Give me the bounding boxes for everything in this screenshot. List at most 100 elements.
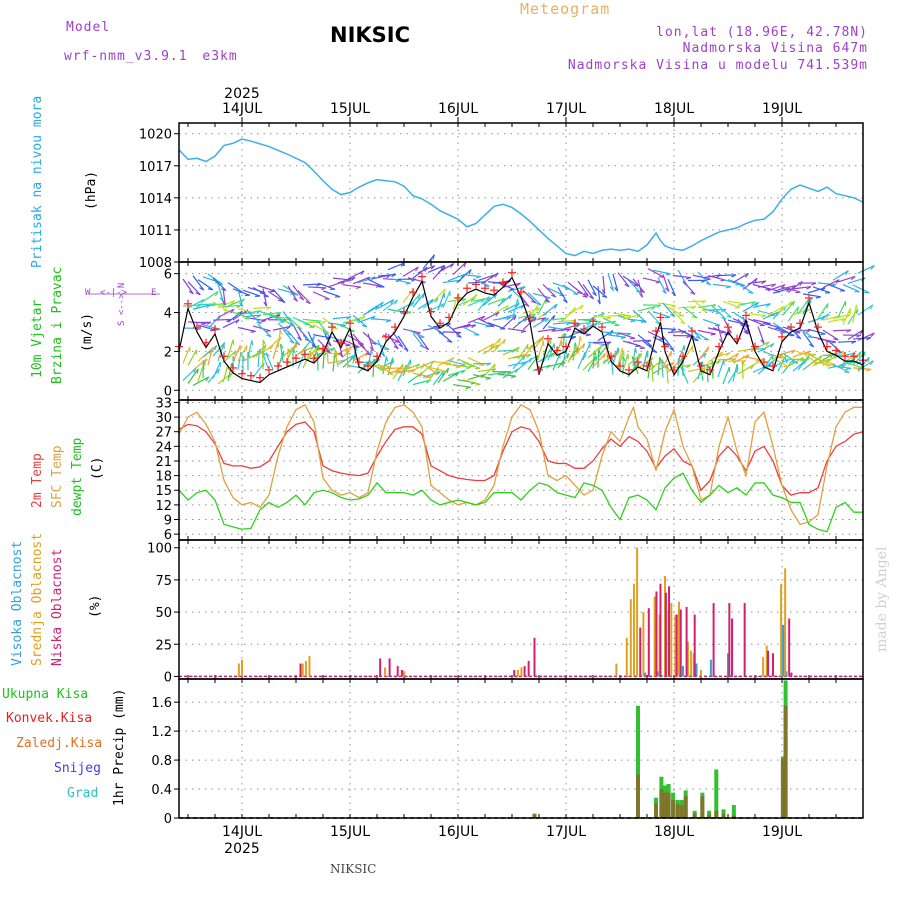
y-tick-label: 2 [164,345,172,360]
wind-arrow [222,304,241,308]
wind-arrow-head [770,343,775,348]
cloud-high-bar [656,671,659,677]
wind-arrow [527,354,540,370]
wind-arrow-head [296,326,302,330]
wind-arrow [587,345,602,359]
precip-conv-bar [714,810,719,818]
wind-arrow-head [279,329,283,335]
cloud-high-bar [644,672,647,677]
wind-arrow [477,368,496,373]
y-tick-label: 1014 [139,192,172,207]
wind-arrow-head [430,265,435,270]
wind-arrow [497,294,512,307]
wind-arrow-head [833,338,839,341]
wind-arrow-head [807,336,814,339]
wind-arrow [472,321,491,327]
wind-compass-w: W [85,288,91,298]
day-label-top: 18JUL [654,101,694,117]
wind-arrow-head [554,303,558,309]
wind-arrow [262,311,281,316]
wind-arrow [647,359,663,372]
wind-arrow [237,288,244,307]
wind-arrow [552,321,571,325]
y-tick-label: 15 [155,484,172,499]
wind-arrow-head [403,347,409,352]
wind-arrow-head [812,361,818,365]
wind-arrow [632,347,636,366]
wind-arrow-head [400,262,406,267]
wind-arrow [647,268,665,278]
wind-arrow [692,274,711,280]
wind-arrow-head [826,303,829,309]
wind-arrow-head [211,347,214,353]
wind-arrow-head [214,291,219,296]
wind-arrow-head [380,352,385,357]
wind-arrow [777,327,795,337]
wind-arrow [232,311,251,319]
y-tick-label: 9 [164,514,172,529]
wind-arrow [212,361,221,379]
wind-arrow-head [693,339,699,342]
y-tick-label: 1017 [139,160,172,175]
wind-arrow-head [334,349,338,354]
cloud-mid-bar [301,663,304,677]
wind-arrow-head [743,330,749,335]
wind-arrow [237,345,248,362]
wind-arrow-head [705,278,711,281]
panel-4: 0 0.4 0.8 1.2 1.6 [151,679,864,827]
wind-arrow [437,263,454,274]
panel-3: 0 25 50 75 100 [147,540,864,685]
wind-arrow [722,352,739,364]
cloud-high-bar [682,666,684,677]
wind-arrow [212,318,232,321]
wind-arrow [287,285,298,302]
wind-arrow-head [230,300,236,305]
wind-arrow-head [425,376,431,379]
wind-arrow [467,315,485,324]
wind-arrow [477,274,496,282]
wind-arrow [747,347,767,351]
wind-arrow-head [702,368,706,374]
wind-arrow [237,326,256,332]
wind-arrow [617,332,636,339]
wind-arrow-head [223,309,229,312]
wind-arrow [642,340,658,353]
wind-arrow [197,279,214,291]
wind-arrow [677,306,696,309]
year-label-bottom: 2025 [224,841,260,857]
cloud-low-bar [790,672,793,677]
wind-arrow [587,341,606,346]
wind-arrow-head [692,315,698,319]
cloud-mid-bar [520,667,523,677]
wind-arrow [472,278,490,287]
wind-arrow-head [450,263,455,268]
cloud-low-bar [728,603,731,677]
wind-arrow-head [597,299,601,305]
day-label-bottom: 14JUL [222,824,262,840]
wind-arrow [852,304,857,323]
cloud-mid-bar [780,583,783,677]
wind-arrow [612,347,619,365]
wind-arrow [722,300,741,309]
wind-arrow-head [330,347,336,352]
wind-arrow-head [721,316,727,320]
wind-arrow [657,327,677,330]
wind-arrow-head [579,336,582,342]
wind-arrow [447,273,465,282]
wind-arrow [857,265,875,274]
wind-arrow [502,315,517,329]
wind-arrow-head [417,293,421,299]
wind-arrow [307,321,327,324]
wind-arrow-head [566,328,572,332]
wind-arrow-head [485,377,491,380]
wind-arrow [557,336,577,339]
wind-arrow-head [856,334,862,338]
wind-arrow-head [371,342,377,345]
wind-arrow-head [706,346,710,352]
wind-arrow-head [471,324,477,329]
wind-arrow [437,367,449,384]
day-label-top: 15JUL [330,101,370,117]
wind-arrow [807,328,826,335]
wind-arrow [767,326,786,334]
cloud-low-bar [647,608,650,677]
